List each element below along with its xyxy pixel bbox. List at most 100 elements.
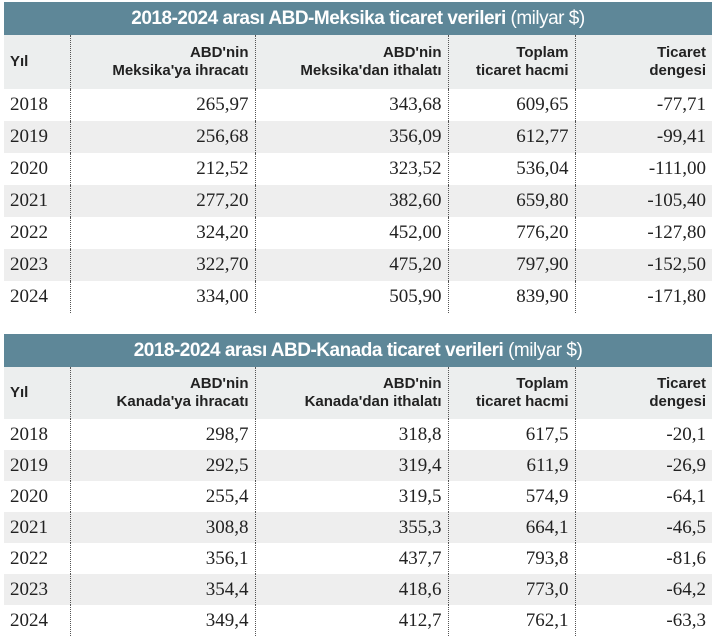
table-cell: 212,52 [69, 153, 255, 185]
table-cell: -77,71 [574, 89, 712, 121]
table-cell: 308,8 [69, 512, 255, 543]
table-cell: 505,90 [254, 281, 448, 313]
column-header: Ticaret dengesi [574, 367, 712, 419]
table-cell: 322,70 [69, 249, 255, 281]
table-row: 2021 308,8 355,3 664,1 -46,5 [4, 512, 712, 543]
table-row: 2023 354,4 418,6 773,0 -64,2 [4, 574, 712, 605]
table-cell: 412,7 [254, 605, 448, 636]
table-cell: 2022 [10, 547, 48, 569]
table-cell: 265,97 [69, 89, 255, 121]
table-cell: 437,7 [254, 543, 448, 574]
table-cell: 319,5 [254, 481, 448, 512]
table-row: 2019 292,5 319,4 611,9 -26,9 [4, 450, 712, 481]
table-cell: -64,1 [574, 481, 712, 512]
column-header-line: ticaret hacmi [475, 62, 569, 79]
table-cell: 334,00 [69, 281, 255, 313]
table-cell: -46,5 [574, 512, 712, 543]
trade-table: Yıl ABD'nin Meksika'ya ihracatı ABD'nin Meks… [4, 35, 712, 313]
column-header: ABD'nin Kanada'dan ithalatı [254, 367, 448, 419]
table-cell: -171,80 [574, 281, 712, 313]
table-cell: 611,9 [447, 450, 575, 481]
table-cell: 797,90 [447, 249, 575, 281]
table-cell: 2024 [10, 286, 48, 307]
header-row: Yıl ABD'nin Meksika'ya ihracatı ABD'nin Meks… [4, 35, 712, 89]
header-row: Yıl ABD'nin Kanada'ya ihracatı ABD'nin Kanad… [4, 367, 712, 419]
column-header-line: Toplam [516, 44, 569, 61]
table-row: 2020 212,52 323,52 536,04 -111,00 [4, 153, 712, 185]
table-cell: -26,9 [574, 450, 712, 481]
column-header: Toplam ticaret hacmi [447, 367, 575, 419]
table-title: 2018-2024 arası ABD-Kanada ticaret veril… [4, 334, 712, 367]
table-cell: 2018 [10, 94, 48, 115]
table-cell: -20,1 [574, 419, 712, 450]
table-cell: 2020 [10, 485, 48, 507]
table-cell: 659,80 [447, 185, 575, 217]
table-cell: 617,5 [447, 419, 575, 450]
table-cell: 318,8 [254, 419, 448, 450]
table-cell: -64,2 [574, 574, 712, 605]
table-cell: 475,20 [254, 249, 448, 281]
column-header-line: Ticaret [657, 375, 706, 392]
table-title-text: 2018-2024 arası ABD-Meksika ticaret veri… [131, 8, 506, 29]
table-row: 2021 277,20 382,60 659,80 -105,40 [4, 185, 712, 217]
table-cell: 2023 [4, 574, 70, 605]
column-header-line: Toplam [516, 375, 569, 392]
column-header-line: ABD'nin [382, 375, 442, 392]
table-cell: 664,1 [447, 512, 575, 543]
table-cell: 452,00 [254, 217, 448, 249]
table-cell: 418,6 [254, 574, 448, 605]
column-header-line: Ticaret [657, 44, 706, 61]
table-cell: 773,0 [447, 574, 575, 605]
table-cell: 762,1 [447, 605, 575, 636]
table-cell: 2020 [10, 158, 48, 179]
table-row: 2019 256,68 356,09 612,77 -99,41 [4, 121, 712, 153]
table-cell: 612,77 [447, 121, 575, 153]
table-cell: 319,4 [254, 450, 448, 481]
table-cell: 793,8 [447, 543, 575, 574]
table-cell: -99,41 [574, 121, 712, 153]
table-cell: 2019 [4, 450, 70, 481]
column-header: Toplam ticaret hacmi [447, 35, 575, 89]
column-header-line: Kanada'ya ihracatı [116, 393, 249, 410]
table-cell: 256,68 [69, 121, 255, 153]
table-row: 2018 298,7 318,8 617,5 -20,1 [4, 419, 712, 450]
table-row: 2022 324,20 452,00 776,20 -127,80 [4, 217, 712, 249]
table-cell: 574,9 [447, 481, 575, 512]
table-cell: -63,3 [574, 605, 712, 636]
table-cell: 2023 [4, 249, 70, 281]
table-cell: -152,50 [574, 249, 712, 281]
table-cell: 324,20 [69, 217, 255, 249]
table-cell: 2019 [4, 121, 70, 153]
table-cell: 349,4 [69, 605, 255, 636]
table-row: 2018 265,97 343,68 609,65 -77,71 [4, 89, 712, 121]
table-row: 2020 255,4 319,5 574,9 -64,1 [4, 481, 712, 512]
table-cell: 292,5 [69, 450, 255, 481]
column-header-line: dengesi [649, 393, 706, 410]
table-cell: 839,90 [447, 281, 575, 313]
table-title: 2018-2024 arası ABD-Meksika ticaret veri… [4, 2, 712, 35]
table-row: 2024 349,4 412,7 762,1 -63,3 [4, 605, 712, 636]
table-row: 2023 322,70 475,20 797,90 -152,50 [4, 249, 712, 281]
column-header: ABD'nin Meksika'dan ithalatı [254, 35, 448, 89]
column-header-line: Yıl [10, 384, 29, 401]
table-title-text: 2018-2024 arası ABD-Kanada ticaret veril… [133, 340, 504, 361]
table-cell: -81,6 [574, 543, 712, 574]
column-header: ABD'nin Meksika'ya ihracatı [69, 35, 255, 89]
trade-table: Yıl ABD'nin Kanada'ya ihracatı ABD'nin Kanad… [4, 367, 712, 636]
table-cell: -127,80 [574, 217, 712, 249]
table-cell: 2024 [10, 609, 48, 631]
table-cell: 382,60 [254, 185, 448, 217]
column-header: Ticaret dengesi [574, 35, 712, 89]
column-header-line: ticaret hacmi [475, 393, 569, 410]
column-header-line: Meksika'ya ihracatı [112, 62, 249, 79]
table-cell: 354,4 [69, 574, 255, 605]
table-cell: 255,4 [69, 481, 255, 512]
column-header-line: Yıl [10, 53, 29, 70]
table-cell: 355,3 [254, 512, 448, 543]
table-cell: 298,7 [69, 419, 255, 450]
table-cell: -105,40 [574, 185, 712, 217]
table-cell: 277,20 [69, 185, 255, 217]
table-cell: 323,52 [254, 153, 448, 185]
table-cell: 2021 [4, 512, 70, 543]
column-header: ABD'nin Kanada'ya ihracatı [69, 367, 255, 419]
